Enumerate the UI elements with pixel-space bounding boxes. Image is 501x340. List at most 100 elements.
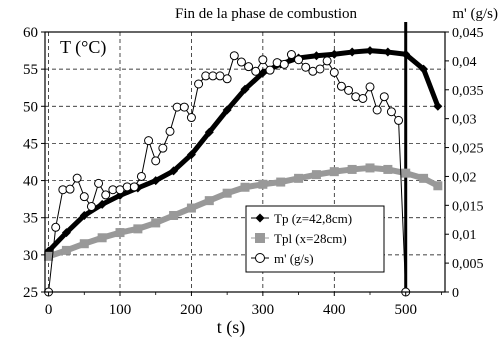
y-tick-label-right: 0,03 <box>452 113 477 128</box>
mdot-data-point <box>229 51 239 61</box>
tpl-data-point <box>151 218 161 228</box>
y-tick-label-right: 0,005 <box>452 257 484 272</box>
mdot-data-point <box>386 107 396 117</box>
mdot-data-point <box>158 143 168 153</box>
legend: Tp (z=42,8cm) Tpl (x=28cm) m' (g/s) <box>245 205 385 273</box>
mdot-data-point <box>379 92 389 102</box>
tpl-data-point <box>222 188 232 198</box>
mdot-data-point <box>286 50 296 60</box>
tp-data-point <box>151 176 161 186</box>
mdot-data-point <box>94 178 104 188</box>
tp-data-point <box>61 228 71 238</box>
mdot-data-point <box>301 62 311 72</box>
tpl-data-point <box>329 167 339 177</box>
y-tick-label-right: 0 <box>452 286 459 301</box>
mdot-data-point <box>194 79 204 89</box>
tpl-data-point <box>258 179 268 189</box>
plot-frame <box>41 31 449 296</box>
tp-data-point <box>79 210 89 220</box>
tpl-data-point <box>419 173 429 183</box>
mdot-data-point <box>179 102 189 112</box>
tpl-data-point <box>347 164 357 174</box>
mdot-data-point <box>186 113 196 123</box>
y-tick-label-left: 30 <box>23 248 38 264</box>
legend-marker-diamond <box>255 213 265 223</box>
tpl-data-point <box>169 210 179 220</box>
legend-box <box>245 205 385 273</box>
tpl-data-point <box>204 196 214 206</box>
tpl-data-point <box>186 203 196 213</box>
mdot-data-point <box>86 201 96 211</box>
tick-labels: 25 30 35 40 45 50 55 60 0 0,005 0,01 0,015 0,02 0,025… <box>23 25 484 318</box>
tpl-data-point <box>401 168 411 178</box>
mdot-data-point <box>222 74 232 84</box>
tp-data-point <box>169 166 179 176</box>
y-tick-label-right: 0,015 <box>452 199 484 214</box>
mdot-data-point <box>251 66 261 76</box>
tp-data-point <box>329 49 339 59</box>
y-tick-label-right: 0,04 <box>452 55 477 70</box>
y-tick-label-left: 35 <box>23 211 38 227</box>
mdot-data-point <box>72 173 82 183</box>
mdot-data-point <box>79 192 89 202</box>
mdot-data-point <box>244 62 254 72</box>
legend-label: m' (g/s) <box>274 251 314 266</box>
mdot-data-point <box>144 136 154 146</box>
tpl-data-point <box>294 173 304 183</box>
y-axis-label-left: T (°C) <box>60 37 106 58</box>
mdot-data-point <box>236 57 246 67</box>
legend-marker-square <box>255 233 265 243</box>
mdot-data-point <box>344 85 354 95</box>
mdot-data-point <box>372 105 382 115</box>
tpl-data-point <box>61 245 71 255</box>
x-tick-label: 400 <box>323 302 346 318</box>
tp-data-point <box>186 150 196 160</box>
plot-area-border <box>44 31 446 293</box>
tpl-data-point <box>276 177 286 187</box>
mdot-data-point <box>165 126 175 136</box>
mdot-data-point <box>365 82 375 92</box>
tp-data-point <box>383 47 393 57</box>
legend-label: Tp (z=42,8cm) <box>274 211 352 226</box>
tp-data-point <box>240 84 250 94</box>
y-tick-label-right: 0,045 <box>452 26 484 41</box>
mdot-data-point <box>65 184 75 194</box>
x-axis-label: t (s) <box>217 317 246 338</box>
mdot-data-point <box>265 65 275 75</box>
tp-data-point <box>365 46 375 56</box>
grid-lines <box>45 32 445 292</box>
legend-label: Tpl (x=28cm) <box>274 231 347 246</box>
mdot-data-point <box>129 182 139 192</box>
y-tick-label-right: 0,025 <box>452 142 484 157</box>
mdot-data-point <box>279 59 289 69</box>
y-tick-label-left: 40 <box>23 174 38 190</box>
tp-data-point <box>311 51 321 61</box>
y-tick-label-left: 25 <box>23 285 38 301</box>
x-tick-label: 0 <box>45 302 53 318</box>
y-tick-label-left: 55 <box>23 62 38 78</box>
chart-texts: T (°C) t (s) m' (g/s) Fin de la phase de… <box>60 6 498 338</box>
legend-marker-circle <box>255 253 265 263</box>
tpl-data-point <box>133 224 143 234</box>
tp-data-point <box>433 101 443 111</box>
tpl-data-point <box>383 164 393 174</box>
mdot-data-point <box>394 115 404 125</box>
y-tick-label-left: 45 <box>23 136 38 152</box>
tp-data-point <box>419 64 429 74</box>
combustion-end-annotation: Fin de la phase de combustion <box>175 6 358 22</box>
mdot-data-point <box>51 222 61 232</box>
tp-data-point <box>347 47 357 57</box>
tp-data-point <box>258 68 268 78</box>
mdot-data-point <box>294 55 304 65</box>
tp-data-point <box>97 199 107 209</box>
y-tick-label-right: 0,01 <box>452 228 477 243</box>
series-layer <box>44 22 443 297</box>
x-tick-label: 200 <box>180 302 203 318</box>
mdot-data-point <box>101 190 111 200</box>
tpl-data-point <box>97 233 107 243</box>
tpl-data-point <box>115 228 125 238</box>
tpl-data-point <box>365 163 375 173</box>
tpl-data-point <box>44 251 54 261</box>
